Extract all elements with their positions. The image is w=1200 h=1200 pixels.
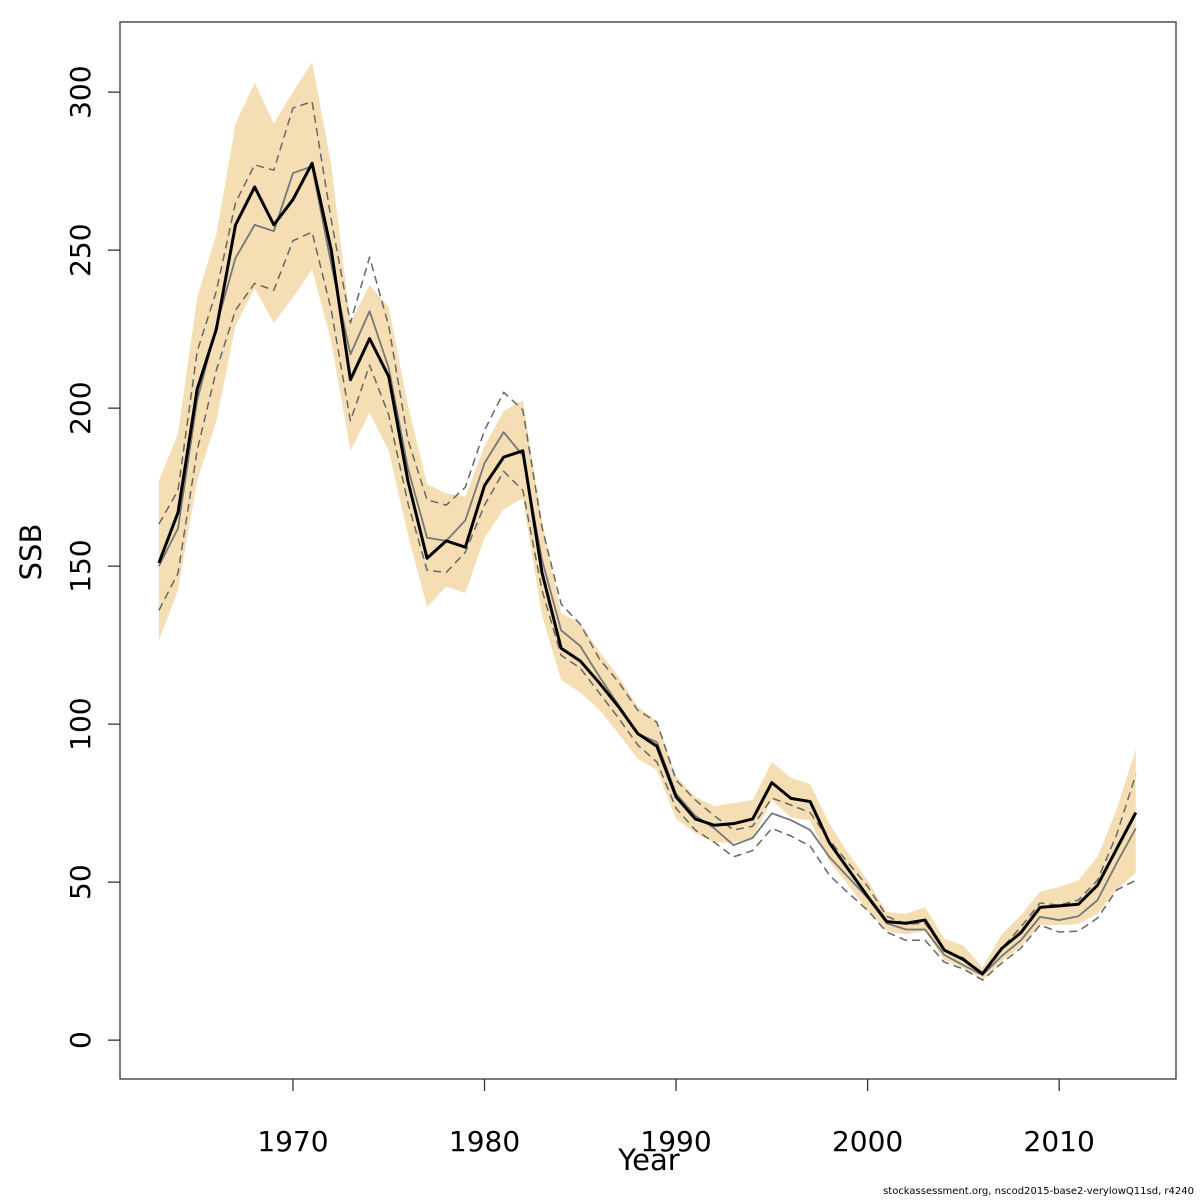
series-line bbox=[158, 165, 1137, 976]
x-tick-label: 2010 bbox=[1024, 1125, 1095, 1158]
plot-frame bbox=[119, 21, 1177, 1080]
series-line bbox=[158, 231, 1137, 981]
x-tick-label: 2000 bbox=[832, 1125, 903, 1158]
y-tick-label: 150 bbox=[64, 539, 97, 592]
y-tick-label: 0 bbox=[64, 1031, 97, 1049]
x-tick-label: 1970 bbox=[257, 1125, 328, 1158]
x-axis-label: Year bbox=[617, 1143, 679, 1177]
y-tick-label: 100 bbox=[64, 697, 97, 750]
y-tick-label: 300 bbox=[64, 65, 97, 118]
y-tick-label: 50 bbox=[64, 864, 97, 900]
confidence-band bbox=[158, 62, 1136, 981]
footnote: stockassessment.org, nscod2015-base2-ver… bbox=[883, 1186, 1194, 1197]
x-tick-label: 1990 bbox=[640, 1125, 711, 1158]
y-tick-label: 250 bbox=[64, 223, 97, 276]
y-axis-label: SSB bbox=[14, 524, 48, 581]
y-tick-label: 200 bbox=[64, 381, 97, 434]
x-tick-label: 1980 bbox=[449, 1125, 520, 1158]
series-line bbox=[157, 161, 1138, 976]
